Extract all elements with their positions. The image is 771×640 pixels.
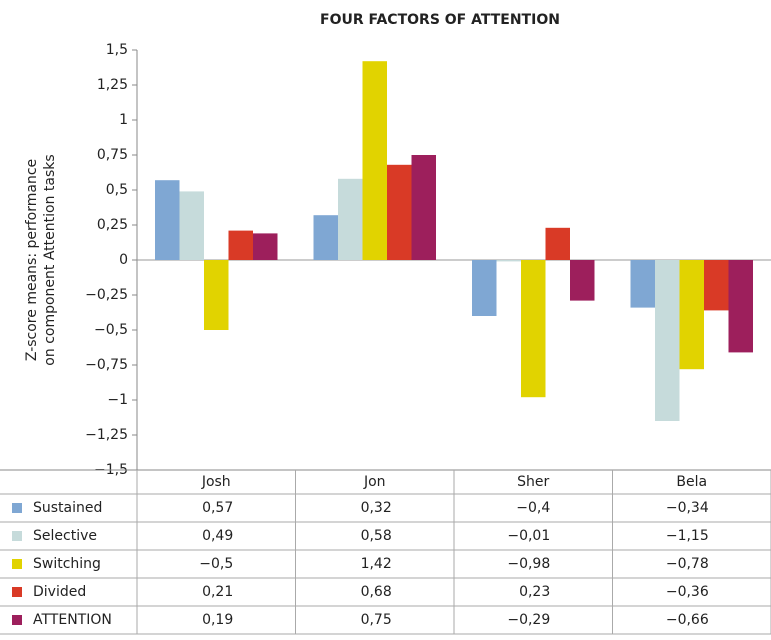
legend-label: Switching [33,556,101,572]
bar [570,260,595,301]
table-value: 0,21 [202,584,233,600]
bar [728,260,753,353]
x-tick-label: Jon [363,474,386,490]
bar [655,260,680,421]
y-tick-label: 0,75 [97,147,128,163]
table-value: 0,19 [202,612,233,628]
y-tick-label: 1,5 [106,42,128,58]
table-value: 0,58 [361,528,392,544]
table-value: −0,29 [507,612,550,628]
x-tick-label: Bela [676,474,707,490]
table-value: −0,4 [516,500,550,516]
y-axis-label: Z-score means: performance [24,159,40,361]
legend-label: Sustained [33,500,102,516]
bar [204,260,229,330]
table-value: 0,32 [361,500,392,516]
legend-label: Divided [33,584,86,600]
legend-swatch [12,503,22,513]
bar [704,260,729,311]
table-value: −0,36 [666,584,709,600]
table-value: 0,23 [519,584,550,600]
table-value: 1,42 [361,556,392,572]
table-value: 0,49 [202,528,233,544]
table-value: −0,78 [666,556,709,572]
table-value: −0,98 [507,556,550,572]
legend-swatch [12,587,22,597]
table-value: −0,01 [507,528,550,544]
bar [679,260,704,370]
bar [155,180,180,260]
legend-label: ATTENTION [33,612,112,628]
bar [387,164,412,260]
bar [313,215,338,260]
legend-swatch [12,615,22,625]
bar [179,191,204,260]
legend-label: Selective [33,528,97,544]
table-value: −0,66 [666,612,709,628]
bar [338,178,363,260]
legend-swatch [12,559,22,569]
bar [411,155,436,260]
y-tick-label: 1 [119,112,128,128]
table-value: 0,68 [361,584,392,600]
bar [362,61,387,261]
bar [253,233,278,260]
y-tick-label: 0,25 [97,217,128,233]
y-tick-label: −0,5 [94,322,128,338]
table-value: −1,15 [666,528,709,544]
y-tick-label: 1,25 [97,77,128,93]
x-tick-label: Josh [201,474,231,490]
bar [630,260,655,308]
y-axis-label: on component Attention tasks [42,154,58,365]
table-value: −0,5 [199,556,233,572]
bar [472,260,497,316]
table-value: 0,57 [202,500,233,516]
legend-swatch [12,531,22,541]
y-tick-label: −1 [107,392,128,408]
bar [228,230,253,260]
bar [521,260,546,398]
x-tick-label: Sher [517,474,549,490]
table-value: 0,75 [361,612,392,628]
y-tick-label: 0,5 [106,182,128,198]
table-value: −0,34 [666,500,709,516]
y-tick-label: 0 [119,252,128,268]
bar [545,227,570,260]
y-tick-label: −0,25 [85,287,128,303]
chart-title: FOUR FACTORS OF ATTENTION [320,12,560,28]
bar [496,260,521,262]
y-tick-label: −0,75 [85,357,128,373]
y-tick-label: −1,25 [85,427,128,443]
